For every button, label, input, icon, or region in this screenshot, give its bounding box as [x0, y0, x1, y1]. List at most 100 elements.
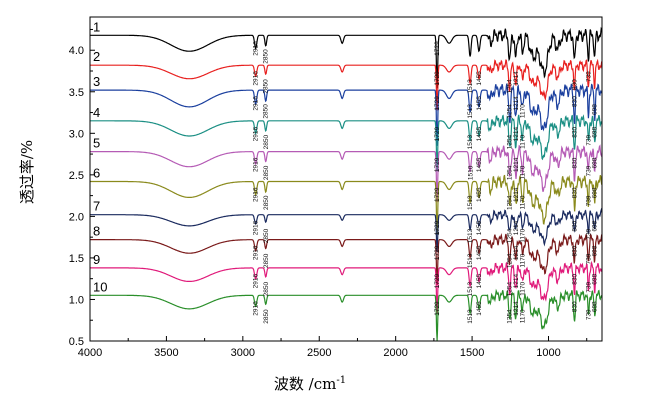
x-tick-label: 4000 [78, 347, 102, 359]
peak-label: 2850 [263, 253, 270, 268]
peak-label: 1170 [520, 253, 527, 267]
peak-label: 1214 [513, 157, 520, 172]
peak-label: 2850 [263, 79, 270, 94]
peak-label: 1214 [513, 220, 520, 235]
curves-layer [90, 26, 603, 341]
peak-label: 1170 [520, 309, 527, 323]
peak-label: 1455 [476, 245, 483, 260]
peak-label: 739 [585, 71, 592, 82]
peak-label: 1170 [520, 165, 527, 179]
spectrum-line-7 [90, 207, 603, 252]
peak-label: 698 [592, 157, 599, 168]
peak-label: 1513 [467, 134, 474, 149]
spectrum-line-2 [90, 58, 603, 111]
x-axis-title-superscript: -1 [336, 375, 346, 386]
x-tick-label: 3000 [231, 347, 255, 359]
peak-label: 739 [585, 165, 592, 176]
curve-number-10: 10 [93, 279, 107, 294]
peak-label: 1729 [434, 41, 441, 56]
peak-label: 2850 [263, 134, 270, 149]
peak-label: 698 [592, 274, 599, 285]
peak-label: 1729 [434, 157, 441, 172]
x-tick-label: 2500 [307, 347, 331, 359]
y-tick-label: 3.0 [69, 128, 84, 140]
peak-label: 1513 [467, 228, 474, 243]
spectrum-line-6 [90, 174, 603, 235]
peak-label: 739 [585, 282, 592, 293]
spectrum-line-10 [90, 288, 603, 341]
curve-number-5: 5 [93, 136, 100, 151]
peak-label: 2916 [253, 41, 260, 56]
peak-label: 1254 [507, 165, 514, 180]
peak-label: 1455 [476, 187, 483, 202]
spectrum-line-9 [90, 260, 603, 314]
peak-label: 1214 [513, 274, 520, 289]
peak-label: 1455 [476, 71, 483, 86]
curve-number-layer: 1 2 3 4 5 6 7 8 9 10 [93, 19, 107, 294]
spectrum-line-5 [90, 144, 603, 203]
peak-label: 1729 [434, 187, 441, 202]
peak-label: 2850 [263, 228, 270, 243]
peak-label: 2850 [263, 49, 270, 64]
peak-label: 1170 [520, 282, 527, 296]
y-tick-label: 3.5 [69, 87, 84, 99]
peak-label: 830 [571, 187, 578, 198]
peak-label: 1170 [520, 228, 527, 242]
peak-label: 739 [585, 195, 592, 206]
peak-label: 1214 [513, 301, 520, 316]
y-tick-label: 0.5 [69, 336, 84, 348]
x-tick-label: 1500 [460, 347, 484, 359]
y-tick-label: 4.0 [69, 45, 84, 57]
peak-label: 739 [585, 134, 592, 145]
peak-label: 2916 [253, 187, 260, 202]
peak-label: 1254 [507, 79, 514, 94]
peak-label: 1729 [434, 71, 441, 86]
peak-label: 1513 [467, 104, 474, 119]
peak-label: 1455 [476, 157, 483, 172]
y-tick-label: 1.5 [69, 253, 84, 265]
peak-label: 1170 [520, 104, 527, 118]
peak-label: 1729 [434, 274, 441, 289]
peak-label: 698 [592, 126, 599, 137]
y-axis-title: 透过率/% [18, 140, 36, 204]
peak-label: 1214 [513, 187, 520, 202]
peak-label: 698 [592, 301, 599, 312]
y-axis-ticks: 0.5 1.0 1.5 2.0 2.5 3.0 3.5 4.0 [69, 28, 95, 348]
peak-label: 739 [585, 253, 592, 264]
peak-label: 2916 [253, 126, 260, 141]
peak-label: 2916 [253, 301, 260, 316]
peak-label: 1455 [476, 220, 483, 235]
peak-label: 1214 [513, 71, 520, 86]
peak-label: 2850 [263, 282, 270, 297]
spectrum-line-1 [90, 26, 603, 89]
curve-number-2: 2 [93, 49, 100, 64]
peak-label: 1254 [507, 309, 514, 324]
curve-number-9: 9 [93, 252, 100, 267]
peak-label: 739 [585, 309, 592, 320]
spectrum-line-4 [90, 114, 603, 172]
peak-label: 698 [592, 245, 599, 256]
peak-label: 1254 [507, 282, 514, 297]
peak-label: 830 [571, 96, 578, 107]
y-tick-label: 2.5 [69, 170, 84, 182]
peak-label: 1729 [434, 301, 441, 316]
x-axis-title: 波数 /cm-1 [274, 375, 346, 393]
peak-label: 2916 [253, 96, 260, 111]
peak-label: 698 [592, 104, 599, 115]
peak-label: 1513 [467, 253, 474, 268]
peak-label: 1214 [513, 245, 520, 260]
x-tick-label: 1000 [536, 347, 560, 359]
peak-label: 1254 [507, 195, 514, 210]
peak-label: 830 [571, 157, 578, 168]
peak-label: 1455 [476, 274, 483, 289]
y-tick-label: 1.0 [69, 294, 84, 306]
peak-label: 1513 [467, 195, 474, 210]
curve-number-1: 1 [93, 19, 100, 34]
peak-label: 1455 [476, 126, 483, 141]
plot-frame [89, 16, 603, 342]
peak-label: 1729 [434, 245, 441, 260]
peak-label: 1513 [467, 282, 474, 297]
peak-label: 1729 [434, 220, 441, 235]
